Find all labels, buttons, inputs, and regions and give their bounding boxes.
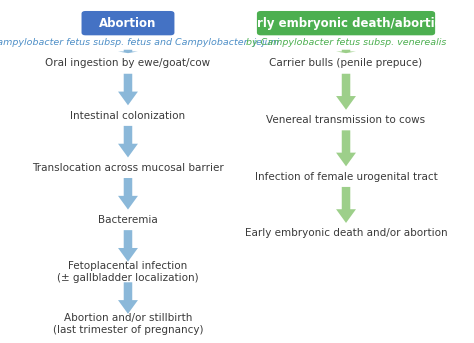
Text: Early embryonic death and/or abortion: Early embryonic death and/or abortion: [245, 228, 447, 238]
Polygon shape: [118, 178, 138, 210]
Polygon shape: [336, 50, 356, 53]
FancyBboxPatch shape: [257, 11, 435, 35]
Text: Oral ingestion by ewe/goat/cow: Oral ingestion by ewe/goat/cow: [46, 58, 210, 69]
Text: Early embryonic death/abortion: Early embryonic death/abortion: [241, 17, 451, 29]
Polygon shape: [118, 126, 138, 157]
Text: Abortion: Abortion: [99, 17, 157, 29]
Polygon shape: [336, 74, 356, 110]
Text: by Campylobacter fetus subsp. venerealis: by Campylobacter fetus subsp. venerealis: [246, 38, 446, 47]
FancyBboxPatch shape: [82, 11, 174, 35]
Text: by Campylobacter fetus subsp. fetus and Campylobacter  jejuni: by Campylobacter fetus subsp. fetus and …: [0, 38, 280, 47]
Polygon shape: [118, 74, 138, 105]
Polygon shape: [118, 230, 138, 262]
Text: Carrier bulls (penile prepuce): Carrier bulls (penile prepuce): [269, 58, 423, 69]
Text: Infection of female urogenital tract: Infection of female urogenital tract: [255, 172, 438, 182]
Text: Translocation across mucosal barrier: Translocation across mucosal barrier: [32, 163, 224, 173]
Polygon shape: [118, 50, 138, 53]
Text: Abortion and/or stillbirth
(last trimester of pregnancy): Abortion and/or stillbirth (last trimest…: [53, 313, 203, 335]
Polygon shape: [118, 282, 138, 314]
Polygon shape: [336, 130, 356, 166]
Text: Fetoplacental infection
(± gallbladder localization): Fetoplacental infection (± gallbladder l…: [57, 261, 199, 283]
Text: Intestinal colonization: Intestinal colonization: [71, 110, 185, 121]
Polygon shape: [336, 187, 356, 223]
Text: Bacteremia: Bacteremia: [98, 215, 158, 225]
Text: Venereal transmission to cows: Venereal transmission to cows: [266, 115, 426, 125]
